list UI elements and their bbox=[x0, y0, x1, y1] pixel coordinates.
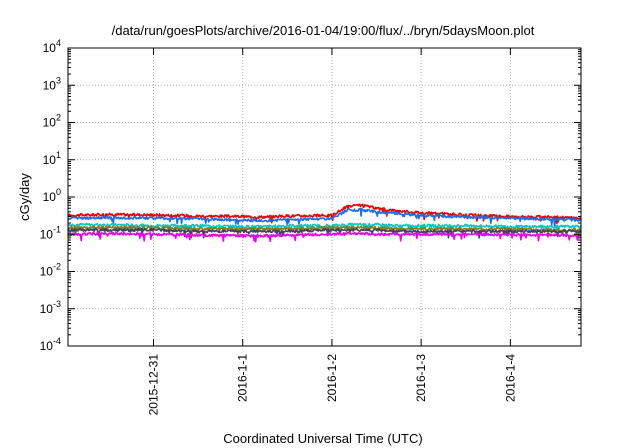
series-line bbox=[67, 207, 582, 228]
x-tick-label: 2016-1-3 bbox=[414, 354, 428, 402]
y-tick-label: 101 bbox=[43, 150, 61, 167]
y-tick-label: 10-2 bbox=[40, 262, 61, 279]
x-axis-label: Coordinated Universal Time (UTC) bbox=[223, 431, 422, 446]
chart-title: /data/run/goesPlots/archive/2016-01-04/1… bbox=[112, 23, 535, 38]
grid bbox=[68, 48, 581, 346]
series-group bbox=[67, 203, 582, 243]
x-tick-label: 2015-12-31 bbox=[147, 354, 161, 416]
x-tick-label: 2016-1-1 bbox=[236, 354, 250, 402]
x-tick-labels: 2015-12-31 2016-1-1 2016-1-2 2016-1-3 2016-1… bbox=[147, 354, 518, 416]
y-axis-label: cGy/day bbox=[17, 173, 32, 221]
y-tick-labels: 10-4 10-3 10-2 10-1 100 101 102 103 104 bbox=[40, 38, 61, 353]
y-tick-label: 10-1 bbox=[40, 224, 61, 241]
y-tick-label: 100 bbox=[43, 187, 61, 204]
series-line bbox=[67, 227, 582, 239]
x-tick-label: 2016-1-4 bbox=[503, 354, 517, 402]
plot-frame bbox=[67, 47, 582, 347]
y-tick-label: 104 bbox=[43, 38, 61, 55]
y-tick-label: 10-3 bbox=[40, 299, 61, 316]
y-tick-label: 10-4 bbox=[40, 336, 61, 353]
y-tick-label: 103 bbox=[43, 75, 61, 92]
x-tick-label: 2016-1-2 bbox=[325, 354, 339, 402]
series-line bbox=[67, 203, 582, 225]
ticks bbox=[68, 47, 581, 347]
y-tick-label: 102 bbox=[43, 113, 61, 130]
series-line bbox=[67, 231, 582, 243]
